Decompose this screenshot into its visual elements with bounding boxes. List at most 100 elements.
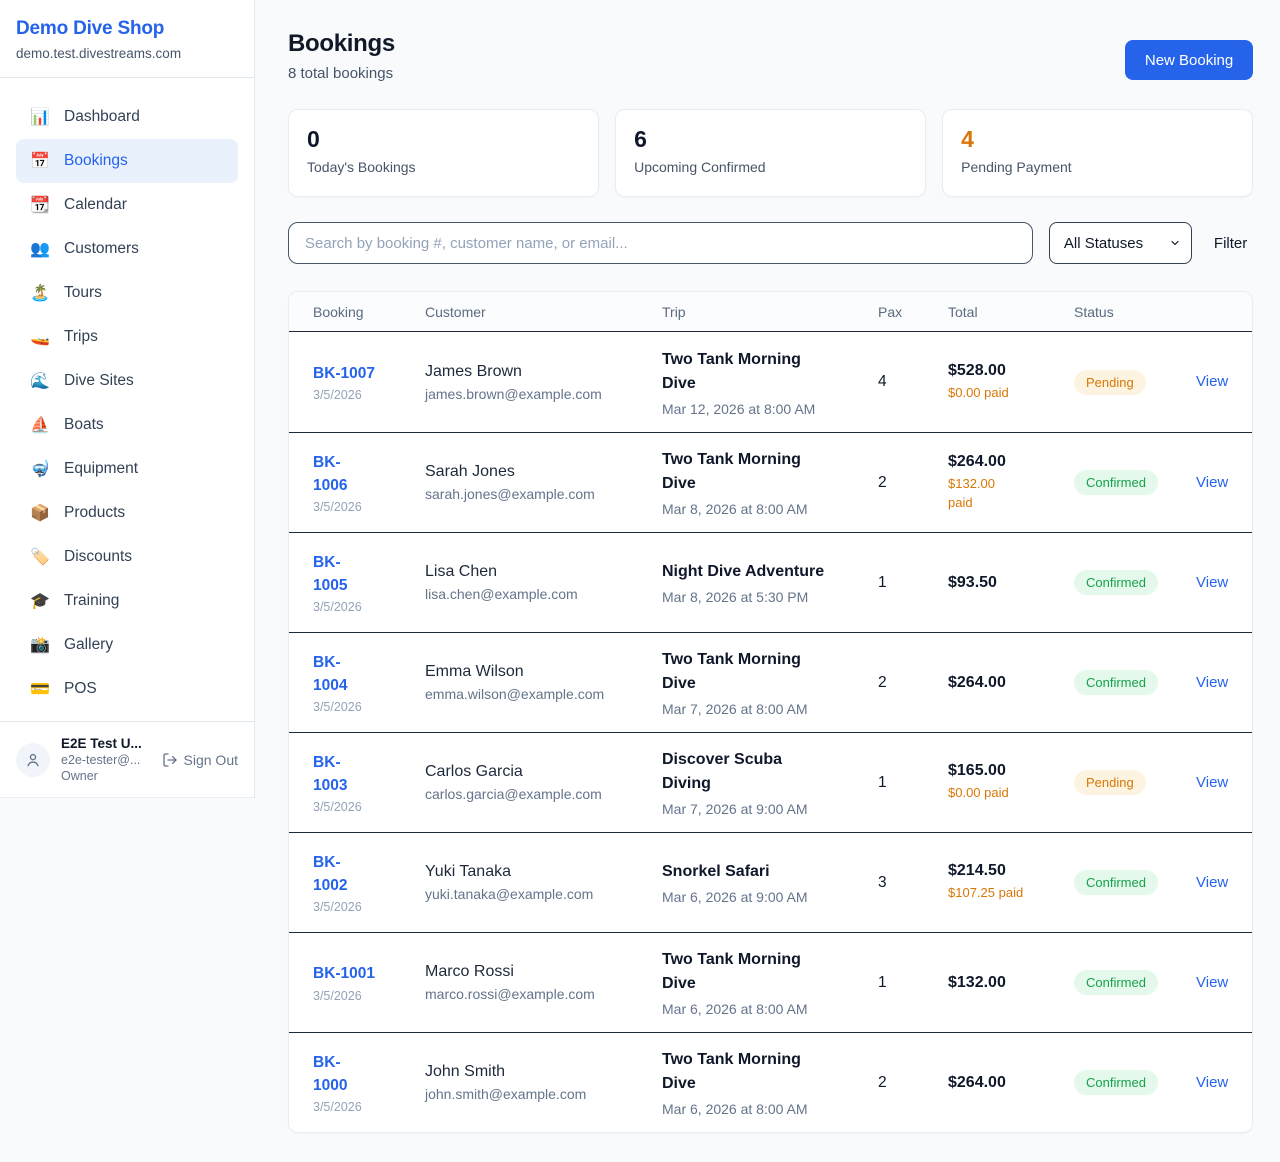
trip-name: Discover Scuba Diving [662,751,783,792]
sidebar-item-equipment[interactable]: 🤿 Equipment [16,447,238,491]
trip-name: Snorkel Safari [662,863,770,880]
sidebar-item-bookings[interactable]: 📅 Bookings [16,139,238,183]
sidebar-item-dashboard[interactable]: 📊 Dashboard [16,95,238,139]
view-link[interactable]: View [1196,973,1229,991]
sidebar-item-tours[interactable]: 🏝️ Tours [16,271,238,315]
view-link[interactable]: View [1196,473,1229,491]
pax-count: 1 [878,773,887,791]
view-link[interactable]: View [1196,373,1229,390]
booking-date: 3/5/2026 [313,600,362,615]
view-link[interactable]: View [1196,1073,1229,1091]
booking-id-link[interactable]: BK- 1006 [313,453,348,494]
bookings-icon: 📅 [30,153,50,170]
calendar-icon: 📆 [30,197,50,214]
trip-datetime: Mar 12, 2026 at 8:00 AM [662,400,816,417]
sidebar-item-label: POS [64,680,97,697]
sidebar-item-training[interactable]: 🎓 Training [16,579,238,623]
stat-value: 0 [307,126,320,152]
sidebar-item-label: Gallery [64,636,114,653]
customer-name: Lisa Chen [425,563,498,580]
booking-id-link[interactable]: BK- 1004 [313,653,348,694]
total-amount: $264.00 [948,1073,1006,1091]
sidebar-item-label: Dive Sites [64,372,134,389]
filter-button[interactable]: Filter [1208,235,1253,252]
shop-title[interactable]: Demo Dive Shop [16,18,165,39]
discounts-icon: 🏷️ [30,549,50,566]
trip-datetime: Mar 6, 2026 at 8:00 AM [662,1101,808,1117]
booking-id-link[interactable]: BK- 1003 [313,753,348,794]
booking-id-link[interactable]: BK-1007 [313,364,376,382]
avatar [16,742,50,777]
booking-id-link[interactable]: BK- 1005 [313,553,348,594]
sign-out-button[interactable]: Sign Out [162,752,238,768]
paid-amount: $132.00 paid [948,476,995,510]
customer-email: carlos.garcia@example.com [425,786,602,802]
table-row: BK-1001 3/5/2026 Marco Rossi marco.rossi… [289,932,1253,1032]
table-body: BK-1007 3/5/2026 James Brown james.brown… [289,332,1253,1132]
filter-row: All Statuses Filter [288,222,1253,264]
trip-name: Two Tank Morning Dive [662,1051,801,1092]
stat-label: Today's Bookings [307,159,416,175]
booking-date: 3/5/2026 [313,388,362,403]
view-link[interactable]: View [1196,773,1229,791]
customer-email: james.brown@example.com [425,385,602,402]
customer-email: sarah.jones@example.com [425,486,595,502]
sidebar-item-label: Dashboard [64,108,140,125]
stat-label: Pending Payment [961,159,1072,175]
sidebar-item-label: Training [64,592,120,609]
dashboard-icon: 📊 [30,109,50,126]
column-header-booking: Booking [313,303,364,320]
stat-value: 4 [961,126,974,152]
customer-name: Emma Wilson [425,663,524,680]
sidebar-item-trips[interactable]: 🚤 Trips [16,315,238,359]
sidebar-item-pos[interactable]: 💳 POS [16,667,238,711]
sidebar-item-products[interactable]: 📦 Products [16,491,238,535]
sidebar-item-calendar[interactable]: 📆 Calendar [16,183,238,227]
main-content: Bookings 8 total bookings New Booking 0 … [255,0,1280,1133]
sidebar-item-discounts[interactable]: 🏷️ Discounts [16,535,238,579]
search-input[interactable] [288,222,1033,264]
customer-name: Carlos Garcia [425,763,523,780]
booking-id-link[interactable]: BK-1001 [313,965,376,983]
customer-name: Yuki Tanaka [425,863,511,880]
status-badge: Confirmed [1074,970,1158,995]
booking-date: 3/5/2026 [313,800,362,815]
sidebar-item-label: Boats [64,416,104,433]
sign-out-label: Sign Out [183,751,238,768]
sidebar-item-label: Trips [64,328,98,345]
booking-id-link[interactable]: BK- 1002 [313,853,348,894]
view-link[interactable]: View [1196,673,1229,691]
new-booking-button[interactable]: New Booking [1124,40,1254,80]
sidebar-item-boats[interactable]: ⛵ Boats [16,403,238,447]
trip-name: Night Dive Adventure [662,563,825,580]
total-amount: $264.00 [948,673,1006,691]
stats-row: 0 Today's Bookings 6 Upcoming Confirmed … [288,109,1254,197]
pax-count: 4 [878,373,887,390]
view-link[interactable]: View [1196,573,1229,591]
view-link[interactable]: View [1196,873,1229,891]
total-amount: $165.00 [948,762,1006,780]
stat-label: Upcoming Confirmed [634,159,766,175]
stat-card: 0 Today's Bookings [288,109,600,197]
sidebar-nav: 📊 Dashboard 📅 Bookings 📆 Calendar 👥 Cust… [0,78,254,721]
user-section: E2E Test U... e2e-tester@... Owner Sign … [0,721,254,797]
dive-sites-icon: 🌊 [30,373,50,390]
status-badge: Confirmed [1074,570,1158,595]
customers-icon: 👥 [30,241,50,258]
column-header-pax: Pax [878,303,903,320]
user-role: Owner [61,769,98,783]
status-select[interactable]: All Statuses [1048,222,1192,264]
sidebar-item-gallery[interactable]: 📸 Gallery [16,623,238,667]
customer-name: Marco Rossi [425,963,514,980]
sidebar-item-label: Customers [64,240,139,257]
trips-icon: 🚤 [30,329,50,346]
pax-count: 1 [878,573,887,591]
table-row: BK- 1006 3/5/2026 Sarah Jones sarah.jone… [289,432,1253,532]
page-header: Bookings 8 total bookings New Booking [288,30,1254,82]
sidebar-item-label: Calendar [64,196,127,213]
sidebar-item-customers[interactable]: 👥 Customers [16,227,238,271]
table-row: BK- 1003 3/5/2026 Carlos Garcia carlos.g… [289,732,1253,832]
booking-id-link[interactable]: BK- 1000 [313,1053,348,1094]
booking-date: 3/5/2026 [313,500,362,515]
sidebar-item-dive-sites[interactable]: 🌊 Dive Sites [16,359,238,403]
